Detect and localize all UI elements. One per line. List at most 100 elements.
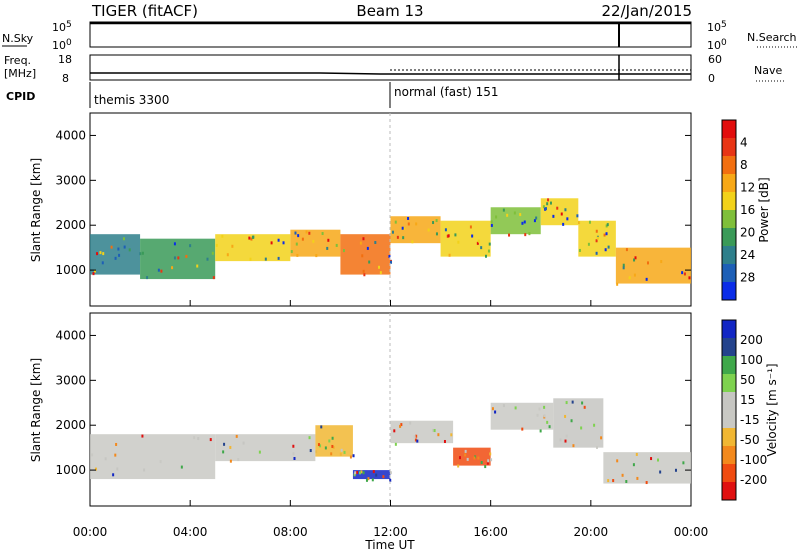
echo-speckle (222, 450, 225, 454)
echo-speckle (366, 246, 369, 250)
echo-speckle (657, 458, 660, 462)
echo-speckle (636, 476, 639, 480)
velocity-ylabel: Slant Range [km] (29, 358, 43, 462)
echo-speckle (264, 257, 267, 261)
echo-speckle (226, 253, 229, 257)
echo-band (390, 420, 454, 444)
echo-speckle (411, 240, 414, 244)
echo-speckle (469, 225, 472, 229)
echo-speckle (308, 231, 311, 235)
echo-speckle (315, 254, 318, 258)
echo-speckle (581, 401, 584, 405)
echo-speckle (413, 435, 416, 439)
echo-speckle (633, 258, 636, 262)
echo-speckle (494, 410, 497, 414)
nave-tick-low: 0 (708, 72, 715, 85)
echo-speckle (390, 260, 393, 264)
colorbar-swatch (722, 156, 736, 175)
echo-speckle (212, 276, 215, 280)
echo-speckle (583, 405, 586, 409)
echo-speckle (487, 249, 490, 253)
echo-speckle (141, 434, 144, 438)
echo-speckle (294, 231, 297, 235)
colorbar-tick-label: 100 (740, 353, 763, 367)
echo-speckle (477, 456, 480, 460)
echo-speckle (605, 232, 608, 236)
date-title: 22/Jan/2015 (602, 2, 693, 20)
echo-speckle (616, 459, 619, 463)
echo-speckle (409, 421, 412, 425)
colorbar-swatch (722, 482, 736, 501)
echo-speckle (548, 425, 551, 429)
nsky-label: N.Sky (2, 32, 34, 45)
echo-speckle (414, 438, 417, 442)
echo-speckle (622, 263, 625, 267)
echo-speckle (622, 266, 625, 270)
noise-strip: N.Sky 105 100 105 100 N.Search (2, 20, 797, 52)
colorbar-tick-label: -50 (740, 433, 760, 447)
echo-speckle (320, 425, 323, 429)
echo-speckle (432, 428, 435, 432)
echo-speckle (270, 241, 273, 245)
echo-speckle (353, 473, 356, 477)
y-tick-label: 2000 (55, 218, 86, 232)
power-ylabel: Slant Range [km] (29, 158, 43, 262)
echo-speckle (565, 401, 568, 405)
echo-speckle (393, 429, 396, 433)
echo-speckle (508, 233, 511, 237)
echo-speckle (382, 475, 385, 479)
colorbar-swatch (722, 410, 736, 429)
echo-speckle (340, 448, 343, 452)
echo-speckle (185, 254, 188, 258)
echo-speckle (189, 244, 192, 248)
echo-speckle (484, 465, 487, 469)
echo-speckle (117, 247, 120, 251)
echo-speckle (324, 446, 327, 450)
echo-speckle (293, 456, 296, 460)
echo-speckle (621, 473, 624, 477)
echo-speckle (477, 239, 480, 243)
echo-speckle (358, 471, 361, 475)
echo-speckle (485, 254, 488, 258)
echo-speckle (331, 436, 334, 440)
echo-speckle (533, 219, 536, 223)
echo-speckle (562, 222, 565, 226)
x-tick-label: 20:00 (574, 525, 609, 539)
echo-speckle (604, 248, 607, 252)
colorbar-tick-label: 50 (740, 373, 755, 387)
echo-speckle (361, 254, 364, 258)
echo-speckle (331, 444, 334, 448)
echo-speckle (297, 234, 300, 238)
echo-speckle (435, 232, 438, 236)
colorbar-swatch (722, 464, 736, 483)
echo-speckle (432, 221, 435, 225)
echo-band (453, 447, 491, 466)
echo-speckle (209, 438, 212, 442)
colorbar-tick-label: 20 (740, 226, 755, 240)
colorbar-swatch (722, 374, 736, 393)
echo-speckle (605, 224, 608, 228)
colorbar-swatch (722, 138, 736, 157)
echo-speckle (91, 453, 94, 457)
echo-speckle (343, 249, 346, 253)
echo-band (352, 470, 391, 480)
echo-speckle (502, 208, 505, 212)
echo-speckle (458, 456, 461, 460)
echo-speckle (327, 238, 330, 242)
echo-speckle (683, 272, 686, 276)
echo-speckle (229, 445, 232, 449)
echo-speckle (514, 406, 517, 410)
echo-speckle (596, 445, 599, 449)
echo-speckle (454, 233, 457, 237)
echo-speckle (407, 222, 410, 226)
nsearch-tick-high: 105 (707, 20, 727, 34)
echo-speckle (258, 450, 261, 454)
x-tick-label: 00:00 (674, 525, 709, 539)
colorbar-tick-label: 8 (740, 158, 748, 172)
echo-speckle (141, 251, 144, 255)
echo-speckle (160, 269, 163, 273)
echo-speckle (114, 256, 117, 260)
echo-speckle (143, 468, 146, 472)
y-tick-label: 2000 (55, 418, 86, 432)
echo-speckle (650, 457, 653, 461)
